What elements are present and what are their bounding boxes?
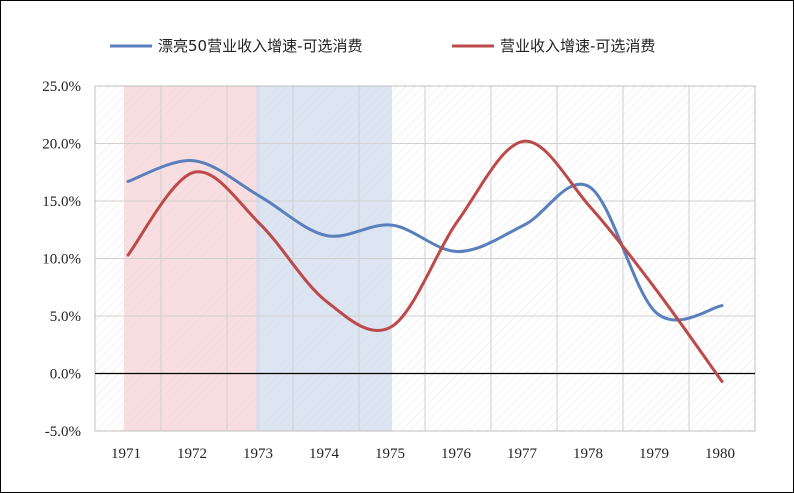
x-tick-label: 1979 xyxy=(639,446,669,462)
series-lines xyxy=(126,139,724,384)
y-tick-label: 15.0% xyxy=(42,194,81,210)
y-tick-label: 10.0% xyxy=(42,252,81,268)
x-tick-label: 1971 xyxy=(111,446,141,462)
series-line-2 xyxy=(126,139,724,384)
y-tick-label: 25.0% xyxy=(42,79,81,95)
x-tick-label: 1980 xyxy=(705,446,735,462)
legend-label-series-1: 漂亮50营业收入增速-可选消费 xyxy=(158,37,363,55)
plot-border xyxy=(94,85,756,432)
x-tick-label: 1975 xyxy=(375,446,405,462)
y-tick-labels: -5.0% 0.0% 5.0% 10.0% 15.0% 20.0% 25.0% xyxy=(42,79,81,440)
y-tick-label: 5.0% xyxy=(50,309,81,325)
y-tick-label: -5.0% xyxy=(45,424,81,440)
x-tick-labels: 1971 1972 1973 1974 1975 1976 1977 1978 1979 1980 xyxy=(111,446,735,462)
x-tick-label: 1974 xyxy=(309,446,340,462)
y-tick-label: 20.0% xyxy=(42,137,81,153)
legend: 漂亮50营业收入增速-可选消费 营业收入增速-可选消费 xyxy=(110,37,655,55)
x-tick-label: 1977 xyxy=(507,446,538,462)
y-tick-label: 0.0% xyxy=(50,367,81,383)
x-tick-label: 1972 xyxy=(177,446,207,462)
series-line-1 xyxy=(126,159,724,322)
x-tick-label: 1976 xyxy=(441,446,472,462)
legend-label-series-2: 营业收入增速-可选消费 xyxy=(500,37,655,55)
x-tick-label: 1978 xyxy=(573,446,603,462)
x-tick-label: 1973 xyxy=(243,446,273,462)
